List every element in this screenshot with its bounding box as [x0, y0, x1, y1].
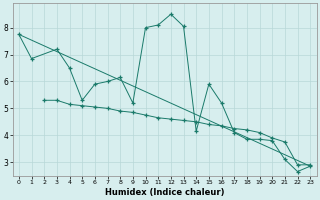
X-axis label: Humidex (Indice chaleur): Humidex (Indice chaleur) [105, 188, 224, 197]
